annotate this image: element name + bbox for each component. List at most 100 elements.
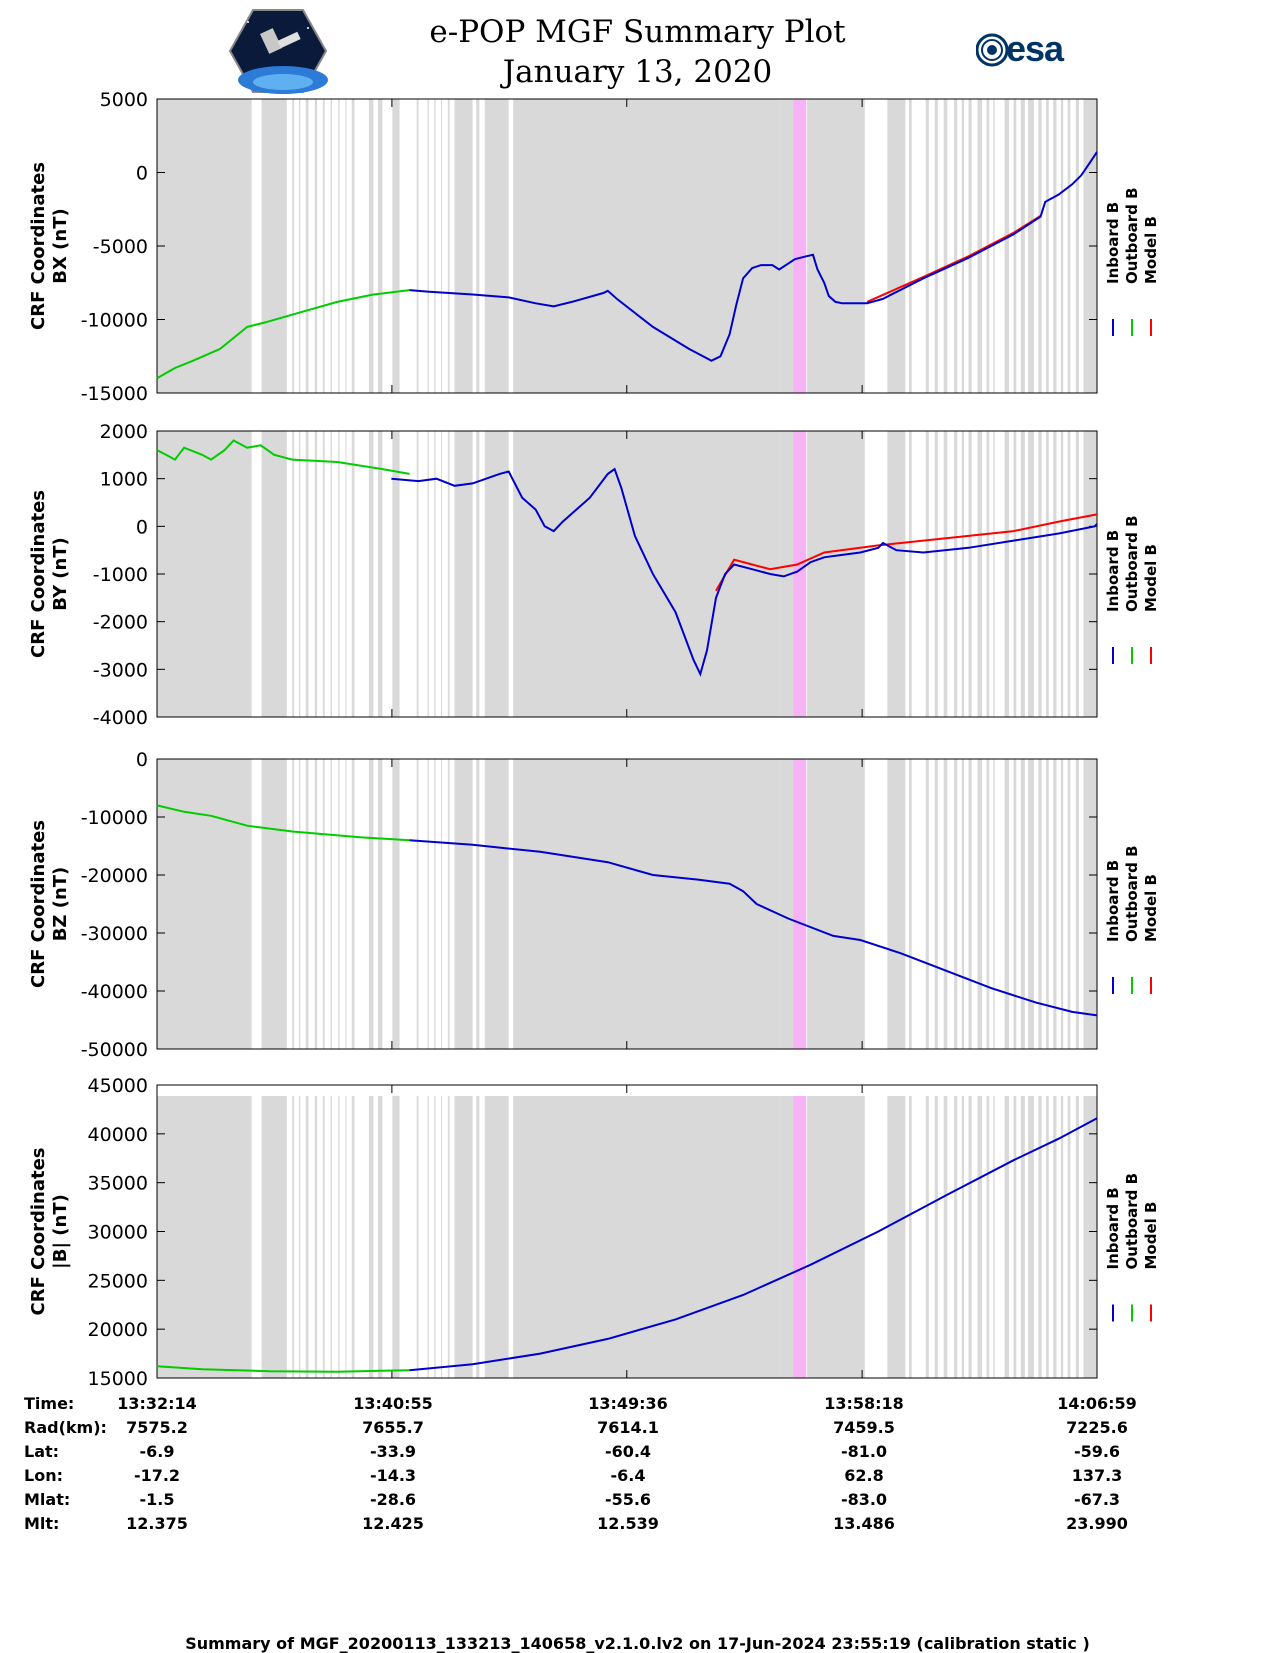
data-gap-band [977,759,983,1049]
info-value: 7459.5 [833,1418,895,1437]
data-gap-band [1060,99,1064,393]
data-gap-band [314,759,318,1049]
data-gap-band [1046,431,1049,717]
data-gap-band [977,431,983,717]
data-gap-band [1067,1096,1071,1378]
data-gap-band [1004,431,1010,717]
data-gap-band [322,431,325,717]
esa-logo-icon [976,33,1008,67]
info-value: -59.6 [1073,1442,1121,1461]
panel-3: 0 -10000 -20000 -30000 -40000 -50000 CRF Coord… [28,749,1160,1061]
data-gap-band [392,431,400,717]
data-gap-band [1060,431,1064,717]
data-gap-band [368,1096,374,1378]
data-gap-band [943,759,948,1049]
data-gap-band [416,759,419,1049]
data-gap-band [961,759,965,1049]
data-gap-band [968,759,972,1049]
data-gap-band [377,759,383,1049]
data-gap-band [476,759,480,1049]
y-axis-label: CRF CoordinatesBZ (nT) [28,820,71,988]
data-gap-band [1060,759,1064,1049]
data-gap-band [157,99,252,393]
data-gap-band [292,759,295,1049]
data-gap-band [292,431,295,717]
y-tick-label: 5000 [100,89,148,111]
data-gap-band [909,1096,912,1378]
data-gap-band [377,1096,383,1378]
y-tick-label: 1000 [100,469,148,491]
data-gap-band [934,431,938,717]
highlight-band [793,759,807,1049]
esa-logo-text: esa [1006,28,1064,69]
info-value: 7575.2 [126,1418,188,1437]
y-tick-label: -5000 [93,236,148,258]
data-gap-band [351,1096,355,1378]
data-gap-band [887,1096,906,1378]
info-row-label: Time: [24,1394,75,1413]
y-tick-label: 15000 [88,1368,148,1390]
info-value: 7225.6 [1066,1418,1128,1437]
data-gap-band [447,759,450,1049]
data-gap-band [338,1096,340,1378]
panel-1: 5000 0 -5000 -10000 -15000 CRF CoordinatesBX … [28,89,1160,405]
data-gap-band [345,99,347,393]
info-value: 137.3 [1071,1466,1123,1485]
data-gap-band [447,431,450,717]
legend-label: Outboard B [1123,1173,1141,1270]
y-axis-label: CRF CoordinatesBX (nT) [28,162,71,330]
data-gap-band [292,1096,295,1378]
y-axis-label-line: BZ (nT) [50,867,71,942]
y-tick-label: 35000 [88,1173,148,1195]
data-gap-band [1075,431,1079,717]
data-gap-band [345,431,347,717]
data-gap-band [779,759,790,1049]
info-value: 7614.1 [597,1418,659,1437]
info-value: 13:58:18 [824,1394,904,1413]
info-value: 7655.7 [362,1418,424,1437]
info-value: 12.539 [597,1514,659,1533]
data-gap-band [934,759,938,1049]
data-gap-band [1013,99,1017,393]
legend-label: Model B [1142,1202,1160,1270]
data-gap-band [434,1096,436,1378]
data-gap-band [1067,431,1071,717]
data-gap-band [476,1096,480,1378]
data-gap-band [1067,759,1071,1049]
y-axis-label-line: CRF Coordinates [28,162,49,330]
data-gap-band [345,759,347,1049]
data-gap-band [1053,99,1057,393]
data-gap-band [368,759,374,1049]
data-gap-band [299,1096,301,1378]
y-tick-label: -4000 [93,707,148,729]
data-gap-band [330,99,332,393]
data-gap-band [925,1096,929,1378]
footer-summary: Summary of MGF_20200113_133213_140658_v2… [185,1634,1090,1653]
data-gap-band [476,431,480,717]
data-gap-band [993,431,995,717]
data-gap-band [261,759,287,1049]
data-gap-band [314,99,318,393]
data-gap-band [954,99,958,393]
data-gap-band [1020,99,1025,393]
legend-label: Inboard B [1104,860,1122,942]
info-value: 13:32:14 [117,1394,197,1413]
data-gap-band [954,1096,958,1378]
data-gap-band [986,759,990,1049]
data-gap-band [330,759,332,1049]
series-inboard-b [391,467,1098,677]
y-axis-label-line: |B| (nT) [50,1194,71,1269]
info-value: -6.9 [139,1442,175,1461]
data-gap-band [1075,99,1079,393]
legend-label: Model B [1142,216,1160,284]
legend-label: Outboard B [1123,845,1141,942]
y-tick-label: -3000 [93,659,148,681]
y-tick-label: -20000 [81,865,148,887]
y-tick-label: -1000 [93,564,148,586]
data-gap-band [322,99,325,393]
info-value: -83.0 [840,1490,888,1509]
data-gap-band [954,431,958,717]
y-tick-label: 40000 [88,1124,148,1146]
info-value: 13.486 [833,1514,895,1533]
series-inboard-b [409,839,1098,1017]
